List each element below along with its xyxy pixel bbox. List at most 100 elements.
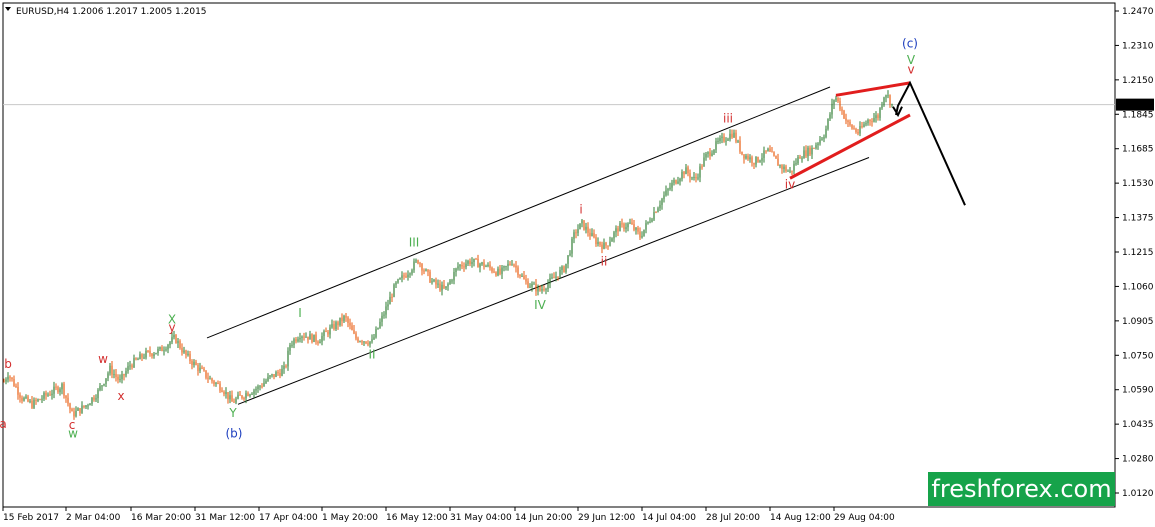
bear-candle — [843, 110, 845, 119]
bear-candle — [63, 383, 65, 396]
bull-candle — [265, 380, 267, 383]
bear-candle — [739, 140, 741, 152]
current-price-label: 1.2015 — [1121, 101, 1153, 111]
x-tick-label: 16 Mar 20:00 — [131, 513, 191, 523]
bull-candle — [793, 163, 795, 171]
bull-candle — [53, 386, 55, 394]
bull-candle — [301, 336, 303, 338]
x-tick-label: 14 Jul 04:00 — [642, 513, 696, 523]
bull-candle — [763, 150, 765, 158]
bull-candle — [481, 262, 483, 265]
bear-candle — [429, 271, 431, 283]
bull-candle — [501, 267, 503, 274]
bull-candle — [507, 263, 509, 267]
bear-candle — [261, 386, 263, 388]
bull-candle — [275, 372, 277, 377]
bear-candle — [221, 390, 223, 392]
bull-candle — [91, 397, 93, 404]
bull-candle — [645, 223, 647, 230]
y-tick-label: 1.0435 — [1122, 420, 1154, 430]
bull-candle — [451, 280, 453, 282]
bear-candle — [753, 162, 755, 165]
bull-candle — [5, 379, 7, 382]
bull-candle — [393, 284, 395, 297]
bear-candle — [9, 376, 11, 378]
watermark-logo: freshforex.com — [928, 472, 1115, 506]
bull-candle — [235, 398, 237, 403]
bull-candle — [245, 393, 247, 399]
bear-candle — [213, 381, 215, 384]
bull-candle — [167, 345, 169, 350]
bear-candle — [45, 392, 47, 396]
y-tick-label: 1.0905 — [1122, 317, 1154, 327]
bull-candle — [37, 399, 39, 401]
bull-candle — [415, 260, 417, 262]
bear-candle — [791, 170, 793, 172]
bull-candle — [487, 264, 489, 267]
bear-candle — [353, 330, 355, 334]
bear-candle — [563, 266, 565, 272]
y-tick-label: 1.2310 — [1122, 41, 1154, 51]
bull-candle — [653, 212, 655, 220]
bear-candle — [71, 409, 73, 412]
bull-candle — [827, 118, 829, 129]
bull-candle — [577, 229, 579, 234]
bull-candle — [387, 304, 389, 307]
dropdown-arrow-icon — [5, 7, 11, 11]
bull-candle — [375, 329, 377, 338]
bull-candle — [7, 376, 9, 380]
bull-candle — [299, 337, 301, 340]
bull-candle — [313, 334, 315, 342]
bull-candle — [229, 395, 231, 400]
bear-candle — [185, 350, 187, 355]
bear-candle — [599, 241, 601, 245]
bull-candle — [425, 269, 427, 271]
bull-candle — [703, 157, 705, 167]
x-tick-label: 17 Apr 04:00 — [259, 513, 318, 523]
wave-label: w — [68, 427, 78, 441]
bull-candle — [87, 405, 89, 407]
bear-candle — [849, 121, 851, 125]
bull-candle — [225, 392, 227, 395]
bear-candle — [675, 180, 677, 184]
bull-candle — [437, 283, 439, 285]
bull-candle — [673, 180, 675, 183]
bull-candle — [249, 394, 251, 396]
chart-header: EURUSD,H4 1.2006 1.2017 1.2005 1.2015 — [16, 7, 207, 17]
bear-candle — [277, 372, 279, 374]
bull-candle — [41, 398, 43, 400]
bull-candle — [829, 114, 831, 119]
bull-candle — [779, 165, 781, 167]
bear-candle — [93, 397, 95, 400]
bull-candle — [561, 266, 563, 270]
bull-candle — [821, 138, 823, 140]
bear-candle — [311, 334, 313, 342]
triangle-lower-line — [789, 113, 911, 180]
x-tick-label: 16 May 12:00 — [386, 513, 448, 523]
bear-candle — [621, 223, 623, 225]
wave-label: iv — [785, 178, 795, 192]
bull-candle — [891, 103, 893, 105]
bull-candle — [253, 390, 255, 394]
bear-candle — [639, 231, 641, 238]
wave-label: iii — [723, 111, 733, 125]
bear-candle — [3, 381, 5, 383]
bear-candle — [325, 331, 327, 333]
bull-candle — [887, 95, 889, 97]
bear-candle — [857, 131, 859, 134]
bull-candle — [585, 226, 587, 230]
bear-candle — [489, 264, 491, 268]
bull-candle — [95, 398, 97, 400]
bear-candle — [777, 158, 779, 166]
bear-candle — [31, 400, 33, 408]
bear-candle — [217, 383, 219, 385]
bear-candle — [355, 333, 357, 339]
bear-candle — [535, 283, 537, 292]
bull-candle — [85, 405, 87, 408]
bear-candle — [239, 394, 241, 396]
bull-candle — [401, 275, 403, 279]
wave-label: IV — [534, 298, 547, 312]
bear-candle — [809, 147, 811, 155]
bear-candle — [785, 166, 787, 172]
